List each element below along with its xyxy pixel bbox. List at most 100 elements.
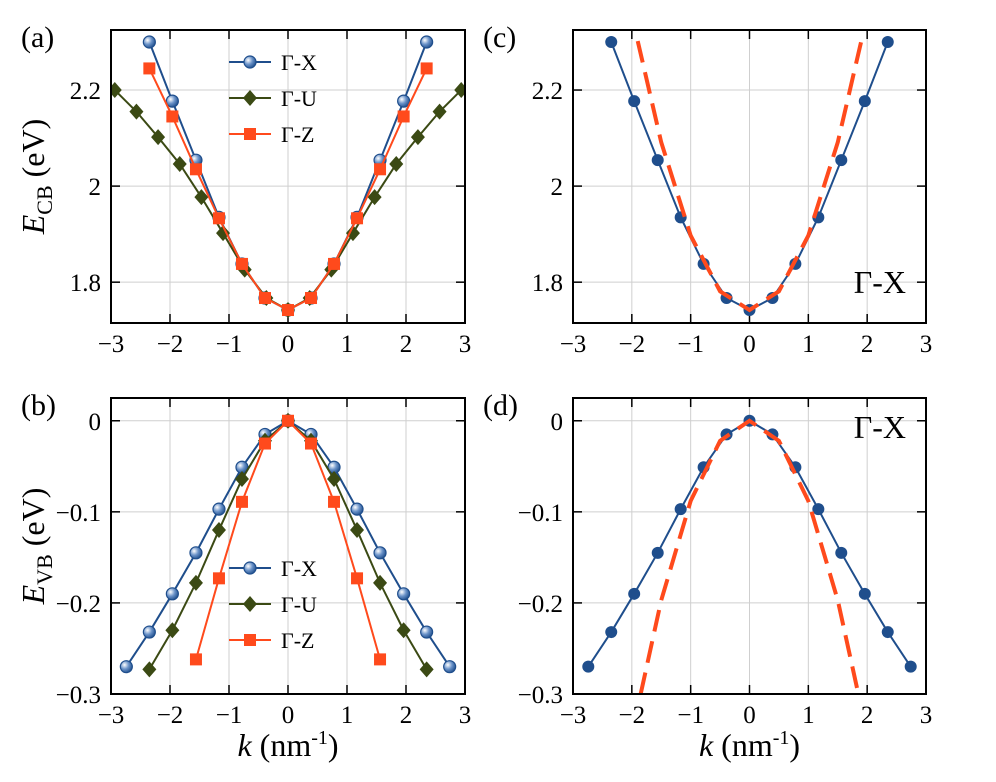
y-tick-label: −0.3 <box>518 682 563 709</box>
y-label-sub: VB <box>32 554 57 585</box>
marker <box>234 471 249 488</box>
x-tick-label: 1 <box>341 702 354 729</box>
x-tick-label: −2 <box>157 702 184 729</box>
series-line <box>635 40 864 313</box>
marker <box>151 129 166 146</box>
marker <box>211 522 226 539</box>
y-label-unit: (eV) <box>15 119 51 178</box>
marker <box>189 163 202 176</box>
x-tick-label: 2 <box>400 702 413 729</box>
y-tick-label: 0 <box>89 409 102 436</box>
x-tick-label: 2 <box>861 331 874 358</box>
marker <box>367 189 382 206</box>
marker <box>373 546 387 560</box>
legend-marker <box>244 634 256 646</box>
legend-label: Γ-X <box>281 50 317 75</box>
x-label-sup: -1 <box>311 727 328 749</box>
marker <box>119 660 133 674</box>
marker <box>212 502 226 516</box>
plot-area <box>119 412 457 678</box>
x-tick-label: 0 <box>743 331 756 358</box>
marker <box>835 546 848 559</box>
marker <box>142 661 157 678</box>
y-tick-label: 2.2 <box>532 78 563 105</box>
x-tick-label: −3 <box>98 331 125 358</box>
x-tick-label: 0 <box>743 702 756 729</box>
series-line <box>638 418 861 694</box>
marker <box>858 587 871 600</box>
marker <box>443 660 457 674</box>
marker <box>327 471 342 488</box>
legend-label: Γ-Z <box>281 122 314 147</box>
y-tick-label: 1.8 <box>532 270 563 297</box>
y-tick-label: −0.3 <box>56 682 101 709</box>
marker <box>166 110 179 123</box>
marker <box>628 587 641 600</box>
y-axis-label: EVB (eV) <box>15 488 57 606</box>
x-tick-label: −1 <box>216 702 243 729</box>
marker <box>111 82 122 99</box>
axes-frame <box>572 29 927 324</box>
marker <box>374 653 387 666</box>
marker <box>212 212 225 225</box>
marker <box>881 36 894 49</box>
marker <box>258 292 271 305</box>
x-tick-label: 2 <box>400 331 413 358</box>
marker <box>216 225 231 242</box>
y-label-var: E <box>15 214 51 235</box>
marker <box>350 502 364 516</box>
marker <box>165 622 180 639</box>
marker <box>582 660 595 673</box>
panel-label: (a) <box>21 21 54 54</box>
legend-marker <box>243 90 257 106</box>
marker <box>420 625 434 639</box>
plot-area <box>582 414 917 694</box>
marker <box>628 95 641 108</box>
x-tick-label: −1 <box>677 702 704 729</box>
x-tick-label: −2 <box>157 331 184 358</box>
y-tick-label: 2 <box>551 174 564 201</box>
x-tick-label: 0 <box>282 331 295 358</box>
x-label-close: ) <box>328 727 339 763</box>
y-tick-label: 1.8 <box>70 270 101 297</box>
y-tick-label: −0.1 <box>56 500 101 527</box>
marker <box>194 189 209 206</box>
panel-label: (c) <box>483 21 516 54</box>
y-tick-label: 0 <box>551 409 564 436</box>
x-tick-label: 1 <box>802 331 815 358</box>
marker <box>345 225 360 242</box>
legend-label: Γ-U <box>281 86 317 111</box>
marker <box>165 94 179 108</box>
marker <box>328 257 341 270</box>
legend-label: Γ-Z <box>281 628 314 653</box>
x-label-unit: (nm <box>721 727 773 763</box>
marker <box>674 503 687 516</box>
y-axis-label: ECB (eV) <box>15 119 57 236</box>
marker <box>651 154 664 167</box>
marker <box>235 495 248 508</box>
marker <box>143 62 156 75</box>
x-tick-label: −3 <box>560 702 587 729</box>
marker <box>142 625 156 639</box>
x-label-sup: -1 <box>773 727 790 749</box>
y-label-unit: (eV) <box>15 488 51 547</box>
y-tick-label: 2 <box>89 174 102 201</box>
legend-marker <box>243 596 257 612</box>
panel-annotation: Γ-X <box>854 264 906 300</box>
axes-frame <box>572 397 927 695</box>
marker <box>351 572 364 585</box>
x-tick-label: 1 <box>802 702 815 729</box>
marker <box>305 292 318 305</box>
axes-frame <box>110 29 466 324</box>
marker <box>605 626 618 639</box>
plot-area <box>111 35 465 319</box>
x-tick-label: −2 <box>619 702 646 729</box>
x-tick-label: 3 <box>459 702 472 729</box>
plot-area <box>605 36 894 317</box>
marker <box>282 414 294 427</box>
marker <box>904 660 917 673</box>
marker <box>651 546 664 559</box>
marker <box>282 304 294 317</box>
x-label-var: k <box>237 727 252 763</box>
